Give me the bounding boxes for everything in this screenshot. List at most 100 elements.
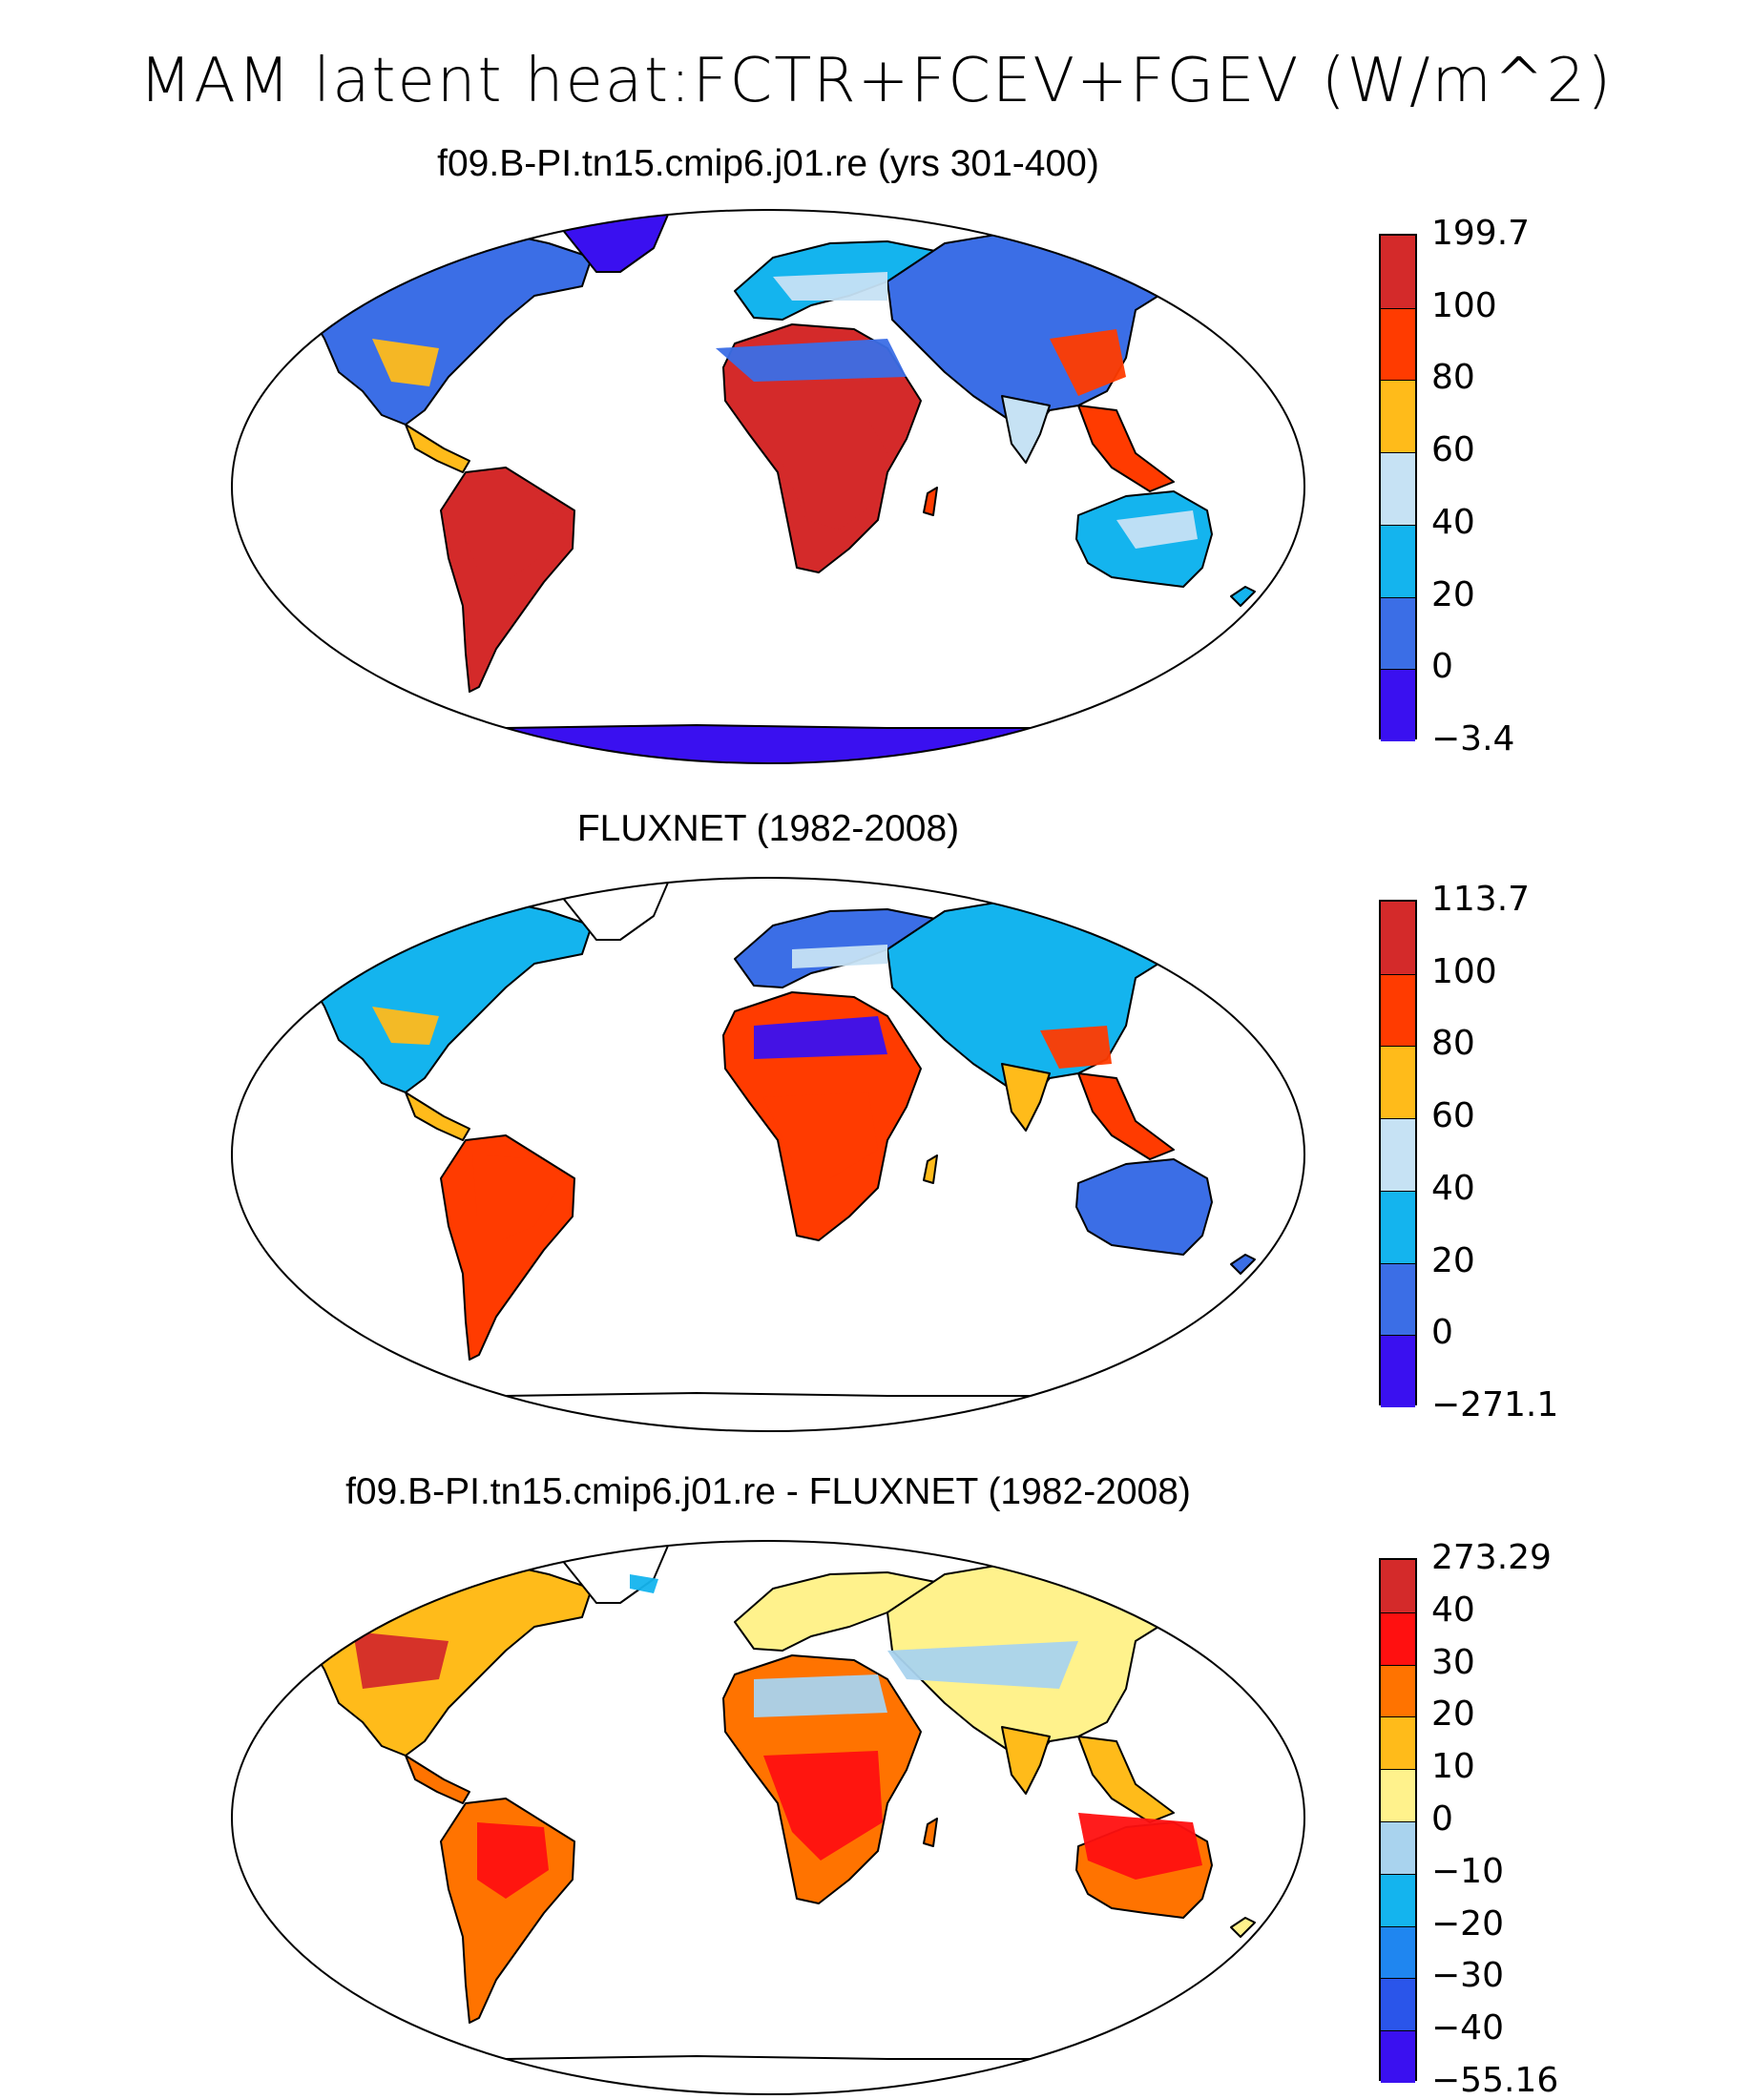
colorbar-tick-label: 0 — [1431, 1313, 1453, 1353]
colorbar-tick-label: −40 — [1431, 2008, 1504, 2048]
colorbar-segment — [1381, 973, 1415, 1047]
landmass-madag — [923, 1818, 938, 1847]
colorbar-segment — [1381, 1925, 1415, 1979]
field-region — [754, 420, 887, 530]
landmass-aus — [1075, 1158, 1213, 1256]
map-diff — [231, 1540, 1305, 2095]
field-region — [1078, 1813, 1202, 1880]
colorbar-segment — [1381, 2030, 1415, 2083]
colorbar-segment — [1381, 236, 1415, 308]
map-model — [231, 209, 1305, 764]
colorbar-tick-label: 113.7 — [1431, 880, 1531, 919]
colorbar-segment — [1381, 1821, 1415, 1874]
colorbar-tick-label: 199.7 — [1431, 214, 1531, 253]
colorbar-tick-label: 40 — [1431, 502, 1475, 542]
colorbar-tick-label: 40 — [1431, 1590, 1475, 1630]
figure-title: MAM latent heat:FCTR+FCEV+FGEV (W/m^2) — [138, 46, 1614, 116]
panel-title-diff: f09.B-PI.tn15.cmip6.j01.re - FLUXNET (19… — [345, 1471, 1191, 1512]
landmass-ant — [333, 2055, 1203, 2094]
landmass-india — [1001, 1726, 1051, 1795]
colorbar-tick-label: −20 — [1431, 1903, 1504, 1944]
landmass-nz — [1230, 1254, 1256, 1275]
landmass-na — [290, 231, 593, 426]
map-land-layer — [290, 878, 1256, 1431]
colorbar-model: 199.7 100 80 60 40 20 0 −3.4 — [1379, 217, 1617, 757]
colorbar-segment — [1381, 1046, 1415, 1119]
map-border — [231, 1540, 1305, 2095]
colorbar-segment — [1381, 1335, 1415, 1407]
landmass-nz — [1230, 586, 1256, 607]
colorbar-segment — [1381, 1560, 1415, 1612]
panel-title-obs: FLUXNET (1982-2008) — [576, 808, 960, 849]
map-obs — [231, 877, 1305, 1432]
colorbar-tick-label: −3.4 — [1431, 719, 1515, 759]
panel-title-model: f09.B-PI.tn15.cmip6.j01.re (yrs 301-400) — [437, 143, 1099, 184]
colorbar-tick-label: 60 — [1431, 430, 1475, 470]
colorbar-segment — [1381, 524, 1415, 597]
colorbar-tick-label: −55.16 — [1431, 2061, 1559, 2100]
colorbar-tick-label: 60 — [1431, 1096, 1475, 1136]
field-region — [630, 1574, 658, 1593]
landmass-madag — [923, 487, 938, 516]
colorbar-segment — [1381, 1769, 1415, 1821]
field-region — [763, 1751, 883, 1861]
landmass-ant — [333, 1392, 1203, 1431]
field-region — [1040, 1026, 1112, 1069]
field-region — [716, 339, 907, 382]
colorbar-segment — [1381, 1716, 1415, 1770]
field-region — [754, 1016, 887, 1059]
colorbar-tick-label: 10 — [1431, 1747, 1475, 1787]
field-region — [773, 272, 887, 301]
field-region — [1116, 510, 1198, 549]
field-region — [1050, 329, 1126, 396]
landmass-ca — [405, 424, 470, 473]
colorbar-segment — [1381, 669, 1415, 741]
colorbar-tick-label: −10 — [1431, 1851, 1504, 1891]
landmass-madag — [923, 1154, 938, 1184]
colorbar-tick-label: 80 — [1431, 1024, 1475, 1064]
landmass-na — [290, 899, 593, 1093]
colorbar-tick-label: −271.1 — [1431, 1385, 1559, 1424]
colorbar-segment — [1381, 307, 1415, 381]
field-region — [353, 1632, 448, 1689]
colorbar-tick-label: 30 — [1431, 1642, 1475, 1682]
field-region — [754, 1674, 887, 1717]
colorbar-box — [1379, 900, 1417, 1407]
field-region — [472, 1154, 558, 1240]
colorbar-segment — [1381, 1262, 1415, 1336]
colorbar-tick-label: 20 — [1431, 1695, 1475, 1735]
field-region — [477, 1822, 549, 1899]
map-border — [231, 209, 1305, 764]
colorbar-box — [1379, 1558, 1417, 2083]
colorbar-tick-label: 80 — [1431, 358, 1475, 398]
colorbar-segment — [1381, 452, 1415, 525]
field-region — [372, 339, 439, 386]
colorbar-tick-label: 20 — [1431, 1240, 1475, 1280]
colorbar-tick-label: 273.29 — [1431, 1538, 1552, 1577]
landmass-ca — [405, 1092, 470, 1141]
colorbar-segment — [1381, 1190, 1415, 1263]
colorbar-segment — [1381, 380, 1415, 453]
map-land-layer — [290, 1541, 1256, 2094]
colorbar-tick-label: 0 — [1431, 1799, 1453, 1839]
field-region — [887, 1641, 1078, 1689]
landmass-as — [886, 896, 1232, 1103]
colorbar-tick-label: 0 — [1431, 647, 1453, 687]
landmass-seasia — [1077, 1736, 1175, 1823]
colorbar-segment — [1381, 596, 1415, 670]
colorbar-tick-label: 40 — [1431, 1168, 1475, 1208]
landmass-seasia — [1077, 1072, 1175, 1160]
colorbar-box — [1379, 234, 1417, 741]
field-region — [763, 1092, 878, 1178]
landmass-as — [886, 228, 1232, 435]
landmass-ant — [333, 724, 1203, 763]
colorbar-segment — [1381, 902, 1415, 974]
landmass-seasia — [1077, 405, 1175, 492]
field-region — [463, 491, 558, 582]
landmass-india — [1001, 395, 1051, 464]
colorbar-segment — [1381, 1978, 1415, 2031]
landmass-ca — [405, 1755, 470, 1804]
map-land-layer — [290, 210, 1256, 763]
colorbar-segment — [1381, 1118, 1415, 1191]
colorbar-tick-label: 100 — [1431, 951, 1497, 991]
